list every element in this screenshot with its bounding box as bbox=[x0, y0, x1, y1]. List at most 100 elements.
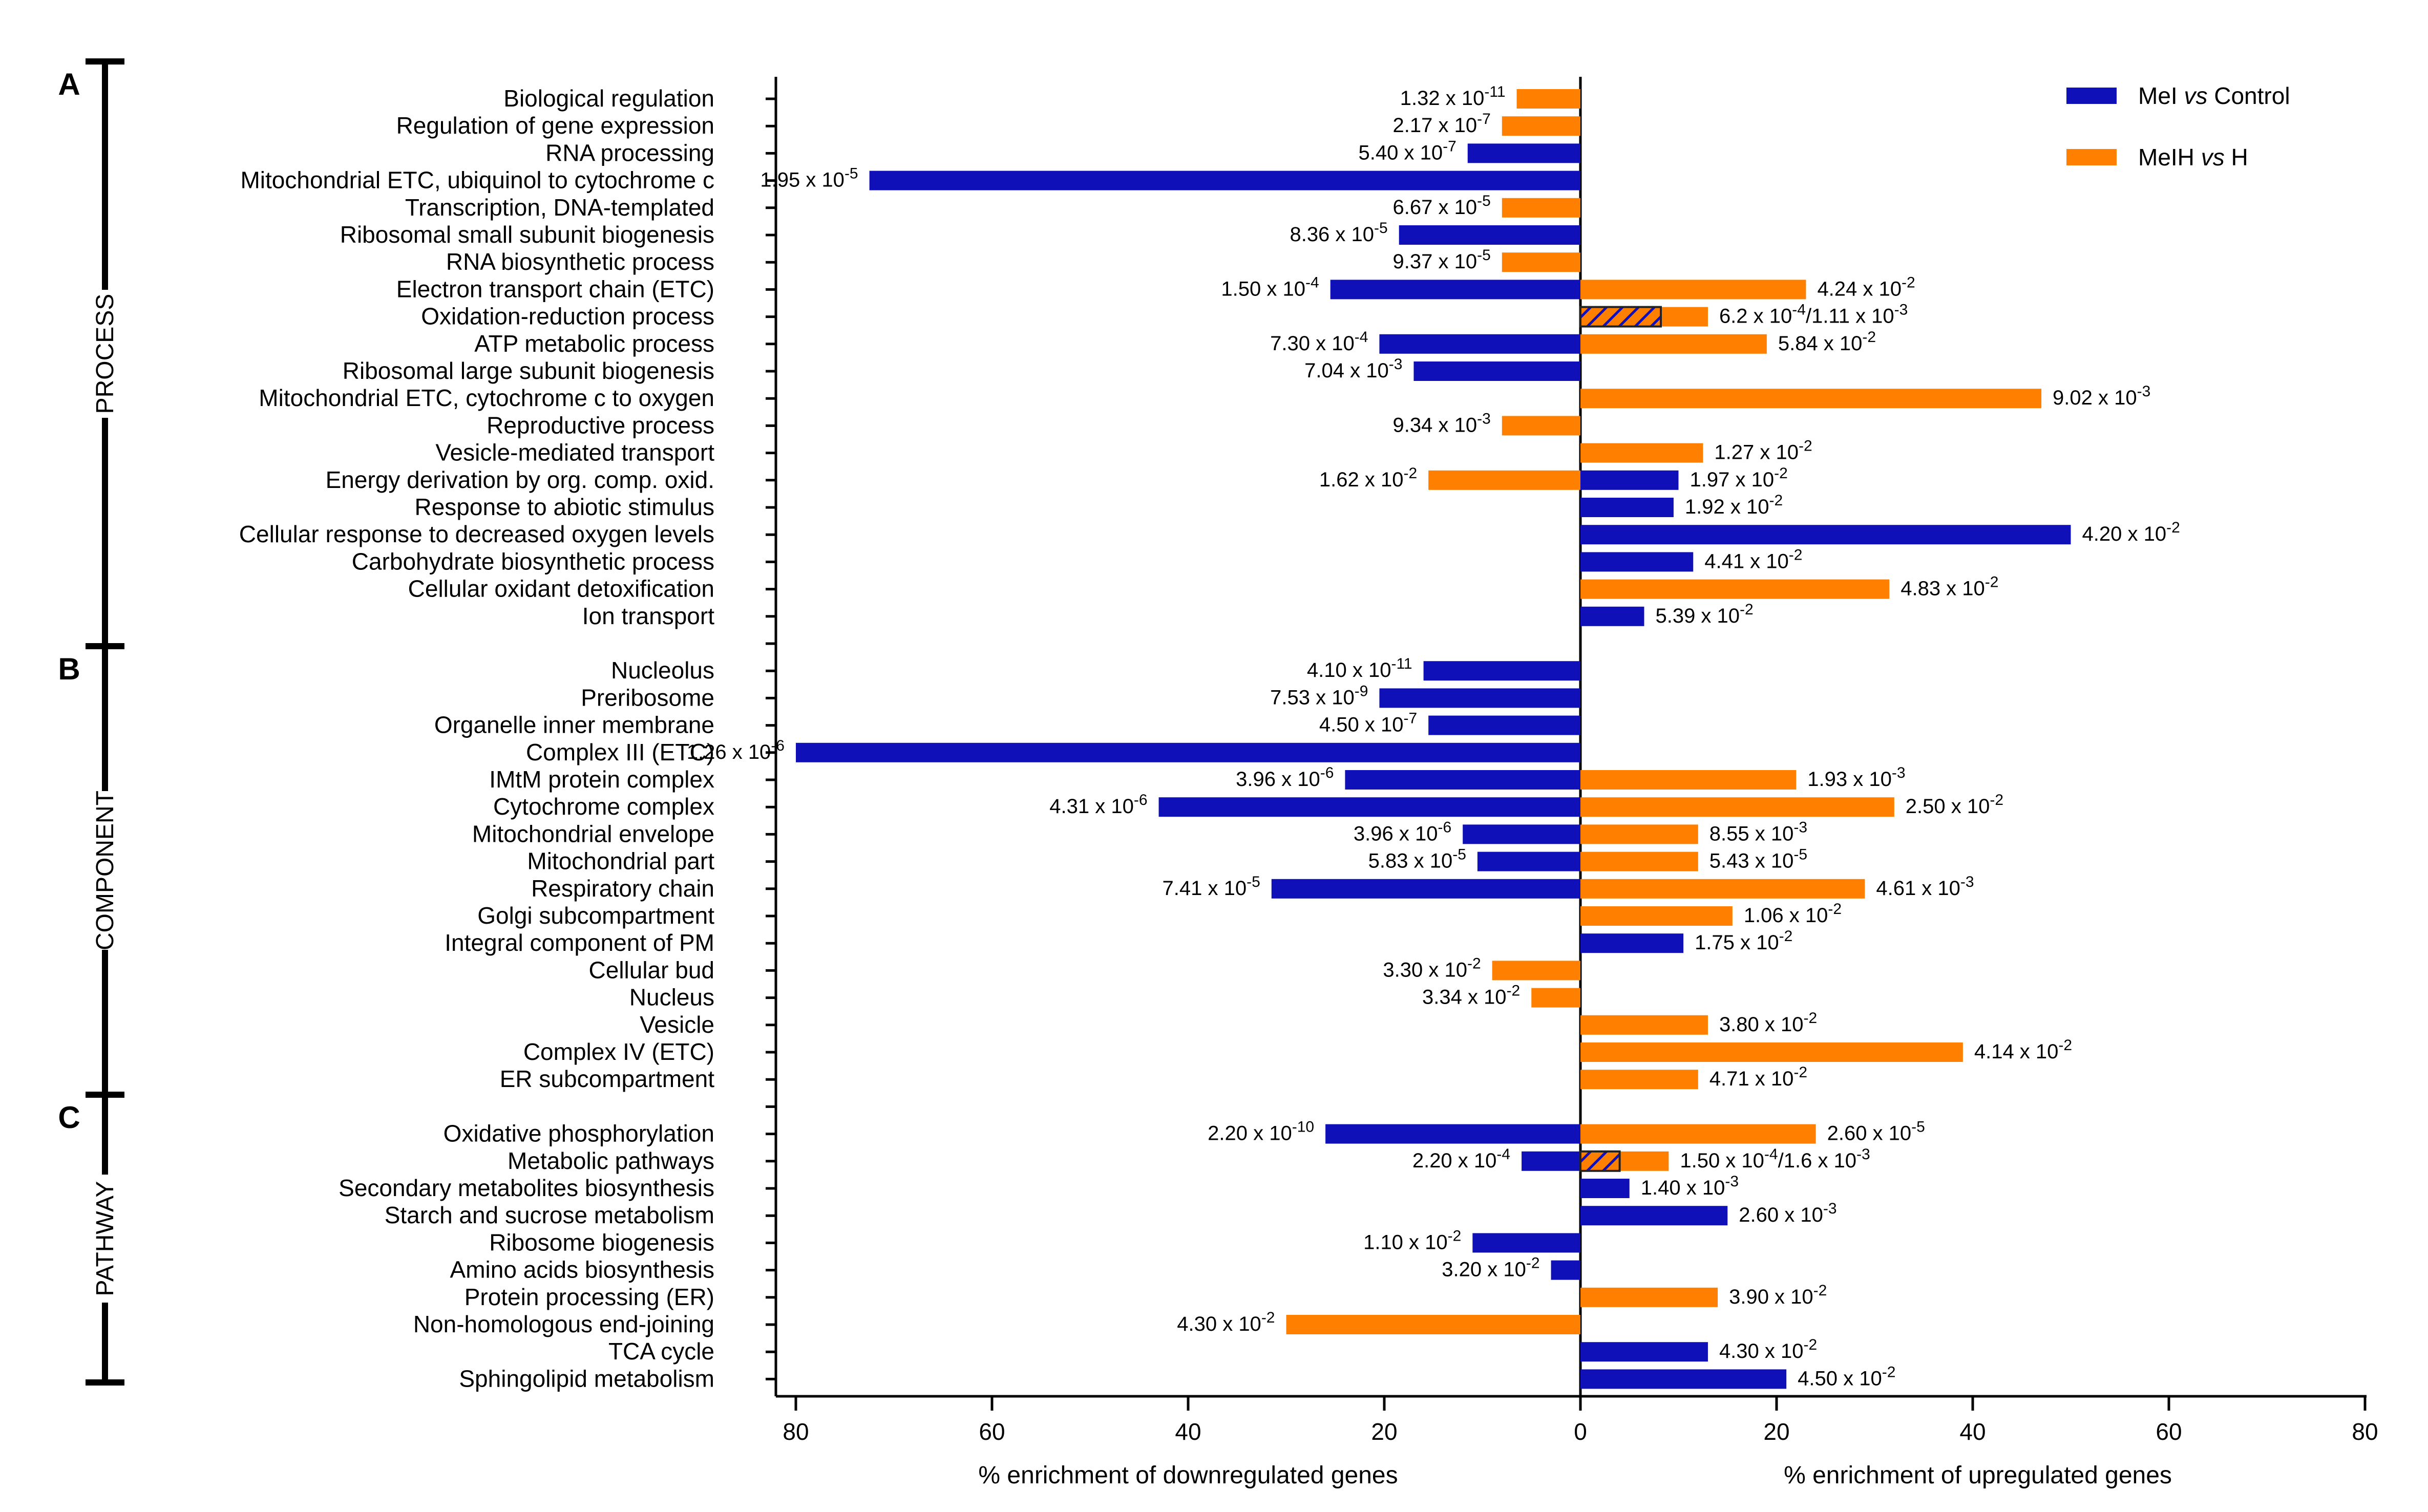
category-label: Regulation of gene expression bbox=[396, 112, 714, 139]
p-value-label: 4.50 x 10-2 bbox=[1798, 1364, 1895, 1390]
category-label: Vesicle-mediated transport bbox=[435, 439, 714, 466]
legend-swatch bbox=[2066, 149, 2117, 165]
x-tick-label: 60 bbox=[979, 1418, 1005, 1445]
p-value-label: 2.60 x 10-3 bbox=[1739, 1200, 1836, 1227]
bar-orange bbox=[1492, 961, 1580, 981]
p-value-label: 5.40 x 10-7 bbox=[1359, 138, 1456, 164]
category-label: Mitochondrial ETC, ubiquinol to cytochro… bbox=[240, 167, 714, 194]
bar-orange bbox=[1580, 334, 1767, 354]
bar-orange bbox=[1516, 89, 1580, 109]
bar-blue bbox=[1522, 1151, 1580, 1171]
p-value-label: 3.30 x 10-2 bbox=[1383, 955, 1481, 982]
p-value-label: 1.93 x 10-3 bbox=[1807, 764, 1905, 791]
p-value-label: 2.20 x 10-10 bbox=[1208, 1118, 1314, 1145]
p-value-label: 3.80 x 10-2 bbox=[1719, 1009, 1817, 1036]
p-value-label: 5.84 x 10-2 bbox=[1778, 328, 1876, 355]
category-label: Cellular bud bbox=[589, 956, 714, 983]
p-value-label: 2.20 x 10-4 bbox=[1412, 1145, 1510, 1172]
category-label: Complex IV (ETC) bbox=[523, 1038, 714, 1065]
bar-orange bbox=[1502, 416, 1580, 436]
bar-blue bbox=[1551, 1260, 1580, 1280]
bar-blue bbox=[1413, 361, 1580, 381]
category-label: Protein processing (ER) bbox=[465, 1284, 714, 1310]
p-value-label: 1.75 x 10-2 bbox=[1695, 928, 1792, 954]
x-axis-label-left: % enrichment of downregulated genes bbox=[978, 1462, 1398, 1489]
bar-orange bbox=[1580, 879, 1865, 899]
bar-orange bbox=[1531, 988, 1580, 1008]
bar-blue bbox=[1580, 1342, 1708, 1362]
p-value-label: 1.26 x 10-6 bbox=[687, 737, 785, 763]
bar-blue bbox=[869, 171, 1580, 190]
bars bbox=[796, 89, 2071, 1389]
p-value-label: 1.62 x 10-2 bbox=[1319, 464, 1417, 491]
section-letter: B bbox=[58, 652, 80, 686]
bar-blue bbox=[1330, 280, 1580, 300]
bar-blue bbox=[1428, 715, 1580, 735]
bar-orange bbox=[1286, 1315, 1580, 1334]
p-value-label: 1.92 x 10-2 bbox=[1685, 492, 1783, 519]
category-label: ATP metabolic process bbox=[474, 330, 714, 357]
p-value-label: 1.27 x 10-2 bbox=[1714, 437, 1812, 464]
category-label: Cellular oxidant detoxification bbox=[408, 576, 714, 602]
bar-blue bbox=[1580, 525, 2071, 545]
p-value-label: 6.2 x 10-4/1.11 x 10-3 bbox=[1719, 301, 1908, 328]
bar-blue bbox=[1580, 498, 1674, 517]
bar-orange bbox=[1580, 1042, 1963, 1062]
x-tick-label: 20 bbox=[1763, 1418, 1789, 1445]
bar-blue bbox=[1271, 879, 1580, 899]
p-value-label: 4.20 x 10-2 bbox=[2082, 519, 2180, 546]
p-value-label: 1.50 x 10-4 bbox=[1221, 274, 1319, 301]
p-value-label: 4.30 x 10-2 bbox=[1177, 1309, 1275, 1336]
section-name: PROCESS bbox=[92, 294, 119, 414]
p-value-label: 1.50 x 10-4/1.6 x 10-3 bbox=[1680, 1145, 1870, 1172]
category-label: Respiratory chain bbox=[531, 875, 714, 902]
bar-overlap bbox=[1579, 1150, 1621, 1172]
section-name: PATHWAY bbox=[92, 1181, 119, 1296]
category-label: Ribosome biogenesis bbox=[489, 1229, 714, 1255]
section-letter: A bbox=[58, 67, 80, 101]
bar-blue bbox=[796, 742, 1580, 762]
p-value-label: 4.31 x 10-6 bbox=[1049, 792, 1147, 818]
legend-label: MeIH vs H bbox=[2138, 144, 2248, 171]
category-label: Mitochondrial part bbox=[527, 848, 714, 875]
category-label: Cellular response to decreased oxygen le… bbox=[239, 521, 714, 547]
category-label: Oxidation-reduction process bbox=[421, 303, 714, 330]
p-value-label: 4.61 x 10-3 bbox=[1876, 873, 1974, 900]
bar-orange bbox=[1580, 1124, 1816, 1144]
category-label: Starch and sucrose metabolism bbox=[385, 1202, 714, 1228]
p-value-label: 8.36 x 10-5 bbox=[1290, 220, 1387, 246]
section-letter: C bbox=[58, 1100, 80, 1135]
category-label: Nucleolus bbox=[611, 657, 714, 684]
bar-orange bbox=[1580, 851, 1698, 871]
bar-orange bbox=[1580, 389, 2042, 409]
p-value-label: 9.34 x 10-3 bbox=[1393, 410, 1491, 437]
bar-blue bbox=[1580, 1179, 1630, 1198]
p-value-label: 7.30 x 10-4 bbox=[1270, 328, 1368, 355]
bar-orange bbox=[1580, 797, 1894, 817]
p-value-label: 1.06 x 10-2 bbox=[1744, 901, 1842, 927]
p-value-label: 1.95 x 10-5 bbox=[760, 165, 858, 191]
category-label: Secondary metabolites biosynthesis bbox=[339, 1175, 714, 1201]
p-value-label: 4.41 x 10-2 bbox=[1704, 546, 1802, 573]
category-label: RNA biosynthetic process bbox=[446, 248, 714, 275]
bar-blue bbox=[1379, 688, 1580, 708]
bar-blue bbox=[1423, 661, 1580, 681]
x-tick-label: 40 bbox=[1175, 1418, 1201, 1445]
bar-orange bbox=[1502, 116, 1580, 136]
bar-blue bbox=[1325, 1124, 1580, 1144]
p-value-label: 2.60 x 10-5 bbox=[1827, 1118, 1925, 1145]
p-value-label: 9.37 x 10-5 bbox=[1393, 247, 1491, 273]
bar-orange bbox=[1580, 1287, 1718, 1307]
bar-overlap bbox=[1579, 306, 1662, 328]
p-value-label: 3.20 x 10-2 bbox=[1442, 1254, 1539, 1281]
category-label: Sphingolipid metabolism bbox=[459, 1365, 714, 1392]
p-value-label: 6.67 x 10-5 bbox=[1393, 192, 1491, 219]
category-label: Mitochondrial ETC, cytochrome c to oxyge… bbox=[259, 385, 714, 411]
bar-blue bbox=[1158, 797, 1580, 817]
legend-swatch bbox=[2066, 88, 2117, 104]
bar-blue bbox=[1477, 851, 1580, 871]
category-label: Amino acids biosynthesis bbox=[450, 1257, 714, 1283]
category-label: Electron transport chain (ETC) bbox=[396, 275, 714, 302]
legend-label: MeI vs Control bbox=[2138, 82, 2290, 109]
